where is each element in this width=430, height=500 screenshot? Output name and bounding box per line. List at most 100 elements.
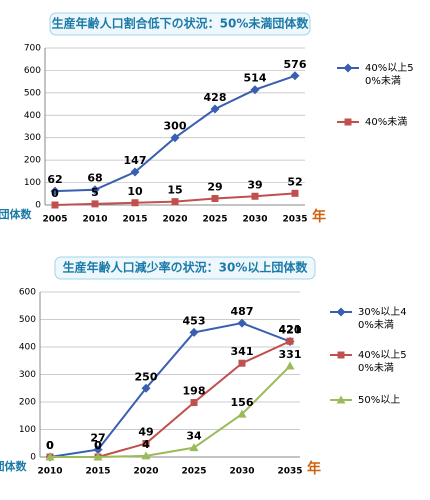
series-line	[50, 340, 291, 458]
y-tick-label: 400	[19, 343, 36, 353]
data-label: 68	[87, 172, 102, 185]
data-label: 428	[204, 91, 227, 104]
marker	[211, 194, 219, 202]
y-tick-label: 200	[19, 398, 36, 408]
data-label: 10	[127, 185, 143, 198]
marker	[337, 351, 345, 359]
marker	[171, 198, 179, 206]
marker	[93, 445, 103, 455]
series-line	[50, 365, 291, 458]
chart-title: 生産年齢人口割合低下の状況：50%未満団体数	[52, 16, 310, 31]
legend-label: 30%以上40%未満	[358, 307, 407, 331]
x-tick-label: 2015	[122, 215, 147, 225]
marker	[210, 104, 220, 114]
y-tick-label: 100	[19, 425, 36, 435]
data-label: 576	[284, 58, 307, 71]
data-label: 0	[46, 439, 54, 452]
marker	[291, 189, 299, 197]
legend-label: 40%未満	[365, 117, 408, 128]
marker	[286, 337, 294, 345]
data-label: 49	[138, 426, 153, 439]
y-axis-label: 団体数	[0, 207, 32, 221]
marker	[290, 71, 300, 81]
marker	[45, 452, 55, 461]
y-tick-label: 700	[24, 44, 41, 54]
x-tick-label: 2025	[202, 215, 227, 225]
y-tick-label: 0	[35, 201, 41, 211]
data-label: 4	[142, 438, 150, 451]
x-tick-label: 2010	[37, 467, 62, 477]
y-tick-label: 0	[30, 453, 36, 463]
legend-label: 40%以上50%未満	[358, 350, 407, 374]
y-tick-label: 400	[24, 111, 41, 121]
marker	[237, 409, 247, 418]
data-label: 0	[94, 439, 102, 452]
marker	[285, 361, 295, 370]
data-label: 156	[231, 396, 254, 409]
marker	[93, 452, 103, 461]
legend-label: 50%以上	[358, 395, 401, 406]
marker	[251, 192, 259, 200]
data-label: 34	[186, 430, 202, 443]
marker	[170, 133, 180, 143]
x-tick-label: 2015	[85, 467, 110, 477]
y-tick-label: 500	[24, 88, 41, 98]
data-label: 331	[279, 348, 302, 361]
y-tick-label: 300	[24, 133, 41, 143]
series-line	[49, 322, 291, 458]
data-label: 0	[94, 439, 102, 452]
x-tick-label: 2025	[181, 467, 206, 477]
data-label: 300	[164, 120, 187, 133]
data-label: 341	[231, 345, 254, 358]
y-tick-label: 600	[24, 66, 41, 76]
data-label: 0	[46, 439, 54, 452]
marker	[50, 186, 60, 196]
x-axis-label: 年	[312, 208, 326, 225]
x-tick-label: 2035	[282, 215, 307, 225]
title-box	[54, 256, 316, 280]
marker	[141, 383, 151, 393]
data-label: 0	[51, 187, 59, 200]
chart-title: 生産年齢人口減少率の状況：30%以上団体数	[63, 260, 309, 275]
y-tick-label: 600	[19, 288, 36, 298]
x-axis-label: 年	[307, 460, 321, 477]
data-label: 250	[135, 370, 158, 383]
data-label: 421	[279, 323, 302, 336]
data-label: 52	[287, 175, 302, 188]
marker	[336, 307, 346, 317]
marker	[237, 318, 247, 328]
y-tick-label: 500	[19, 315, 36, 325]
marker	[189, 327, 199, 337]
y-axis-label: 団体数	[0, 459, 27, 473]
x-tick-label: 2005	[42, 215, 67, 225]
x-tick-label: 2030	[229, 467, 254, 477]
marker	[141, 451, 151, 460]
marker	[344, 118, 352, 126]
marker	[130, 167, 140, 177]
marker	[189, 443, 199, 452]
marker	[238, 359, 246, 367]
data-label: 15	[167, 184, 182, 197]
marker	[336, 395, 346, 404]
marker	[91, 200, 99, 208]
x-tick-label: 2020	[133, 467, 158, 477]
marker	[51, 201, 59, 209]
data-label: 453	[183, 314, 206, 327]
data-label: 27	[90, 432, 105, 445]
marker	[90, 185, 100, 195]
x-tick-label: 2035	[277, 467, 302, 477]
data-label: 5	[91, 186, 99, 199]
marker	[142, 440, 150, 448]
title-box	[49, 12, 311, 36]
legend-label: 40%以上50%未満	[365, 63, 414, 87]
data-label: 198	[183, 385, 206, 398]
marker	[131, 199, 139, 207]
data-label: 39	[247, 178, 262, 191]
data-label: 0	[46, 439, 54, 452]
data-label: 420	[279, 324, 302, 337]
data-label: 62	[47, 173, 62, 186]
y-tick-label: 300	[19, 370, 36, 380]
marker	[190, 399, 198, 407]
